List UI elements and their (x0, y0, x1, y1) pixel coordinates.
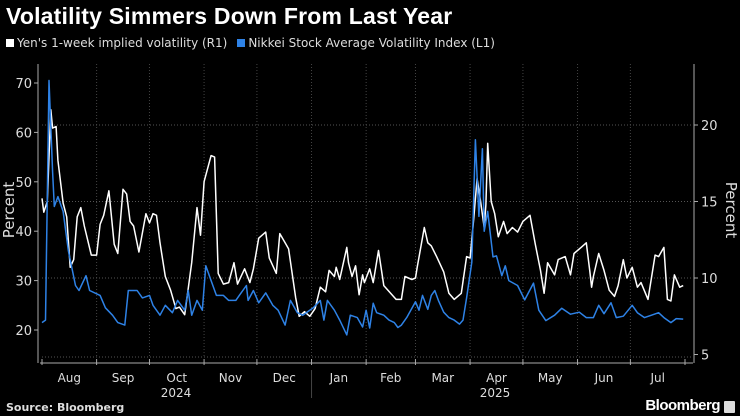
x-tick-label: Jan (329, 371, 349, 385)
bloomberg-chart-icon (724, 401, 735, 413)
y-right-axis-label: Percent (722, 182, 740, 239)
series-line-yen-volatility (41, 108, 684, 318)
legend-item-nikkei: Nikkei Stock Average Volatility Index (L… (237, 36, 495, 50)
y-left-tick-label: 60 (15, 126, 32, 141)
y-left-axis-label: Percent (0, 182, 18, 239)
legend-swatch-nikkei (237, 39, 246, 47)
y-left-tick-label: 20 (15, 324, 32, 339)
legend-label-yen: Yen's 1-week implied volatility (R1) (17, 36, 228, 50)
bloomberg-logo: Bloomberg (645, 397, 720, 414)
x-tick-label: Sep (112, 371, 135, 385)
y-right-tick-label: 20 (701, 119, 718, 134)
y-left-tick-label: 50 (15, 176, 32, 191)
x-tick-label: May (538, 371, 563, 385)
x-tick-label: Oct (166, 371, 187, 385)
x-tick-label: Mar (431, 371, 454, 385)
x-tick-label: Jun (594, 371, 614, 385)
legend-label-nikkei: Nikkei Stock Average Volatility Index (L… (248, 36, 495, 50)
y-left-tick-label: 30 (15, 275, 32, 290)
chart-title: Volatility Simmers Down From Last Year (6, 3, 453, 29)
legend-item-yen: Yen's 1-week implied volatility (R1) (6, 36, 227, 50)
y-right-tick-label: 15 (701, 196, 718, 211)
x-tick-label: Aug (58, 371, 81, 385)
x-tick-label: Nov (219, 371, 242, 385)
x-tick-label: Apr (486, 371, 507, 385)
x-tick-label: Dec (273, 371, 296, 385)
x-tick-label: Feb (380, 371, 401, 385)
legend: Yen's 1-week implied volatility (R1) Nik… (6, 36, 495, 50)
y-left-tick-label: 70 (15, 77, 32, 92)
source-note: Source: Bloomberg (6, 401, 125, 414)
y-right-tick-label: 5 (701, 349, 709, 364)
y-left-tick-label: 40 (15, 225, 32, 240)
x-year-label: 2025 (480, 386, 511, 400)
y-right-tick-label: 10 (701, 272, 718, 287)
x-tick-label: Jul (649, 371, 664, 385)
legend-swatch-yen (6, 39, 14, 47)
x-year-label: 2024 (161, 386, 192, 400)
series-line-nikkei-vi (41, 79, 684, 336)
